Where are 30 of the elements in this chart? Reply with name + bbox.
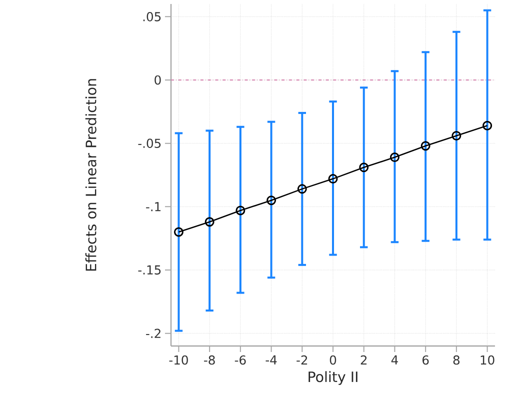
x-axis-title: Polity II (308, 371, 358, 385)
x-tick-label: -6 (234, 355, 246, 365)
point (204, 217, 214, 227)
x-tick-label: -2 (296, 355, 308, 364)
y-axis-title: Effects on Linear Prediction (85, 79, 96, 271)
y-tick-label: 0 (154, 75, 161, 85)
point (452, 130, 462, 140)
point (390, 152, 400, 162)
x-tick-label: -4 (266, 355, 277, 364)
x-tick-label: 4 (391, 355, 398, 364)
point (297, 184, 307, 194)
x-tick-label: -8 (204, 355, 215, 365)
point (236, 206, 246, 216)
x-tick-label: 8 (453, 355, 460, 365)
y-tick-label: -.05 (138, 138, 161, 148)
y-tick-label: .05 (143, 12, 161, 22)
x-tick-label: 10 (480, 355, 494, 365)
y-tick-label: -.15 (138, 265, 161, 275)
point (328, 174, 338, 184)
x-tick-label: 2 (360, 355, 367, 364)
y-tick-label: -.1 (146, 202, 161, 212)
point (359, 162, 369, 172)
x-tick-label: 0 (330, 355, 336, 365)
point (482, 120, 492, 130)
x-tick-label: -10 (169, 355, 188, 365)
point (174, 227, 184, 237)
point (266, 196, 276, 206)
point (420, 141, 430, 151)
x-tick-label: 6 (422, 355, 429, 365)
y-tick-label: -.2 (146, 328, 160, 338)
